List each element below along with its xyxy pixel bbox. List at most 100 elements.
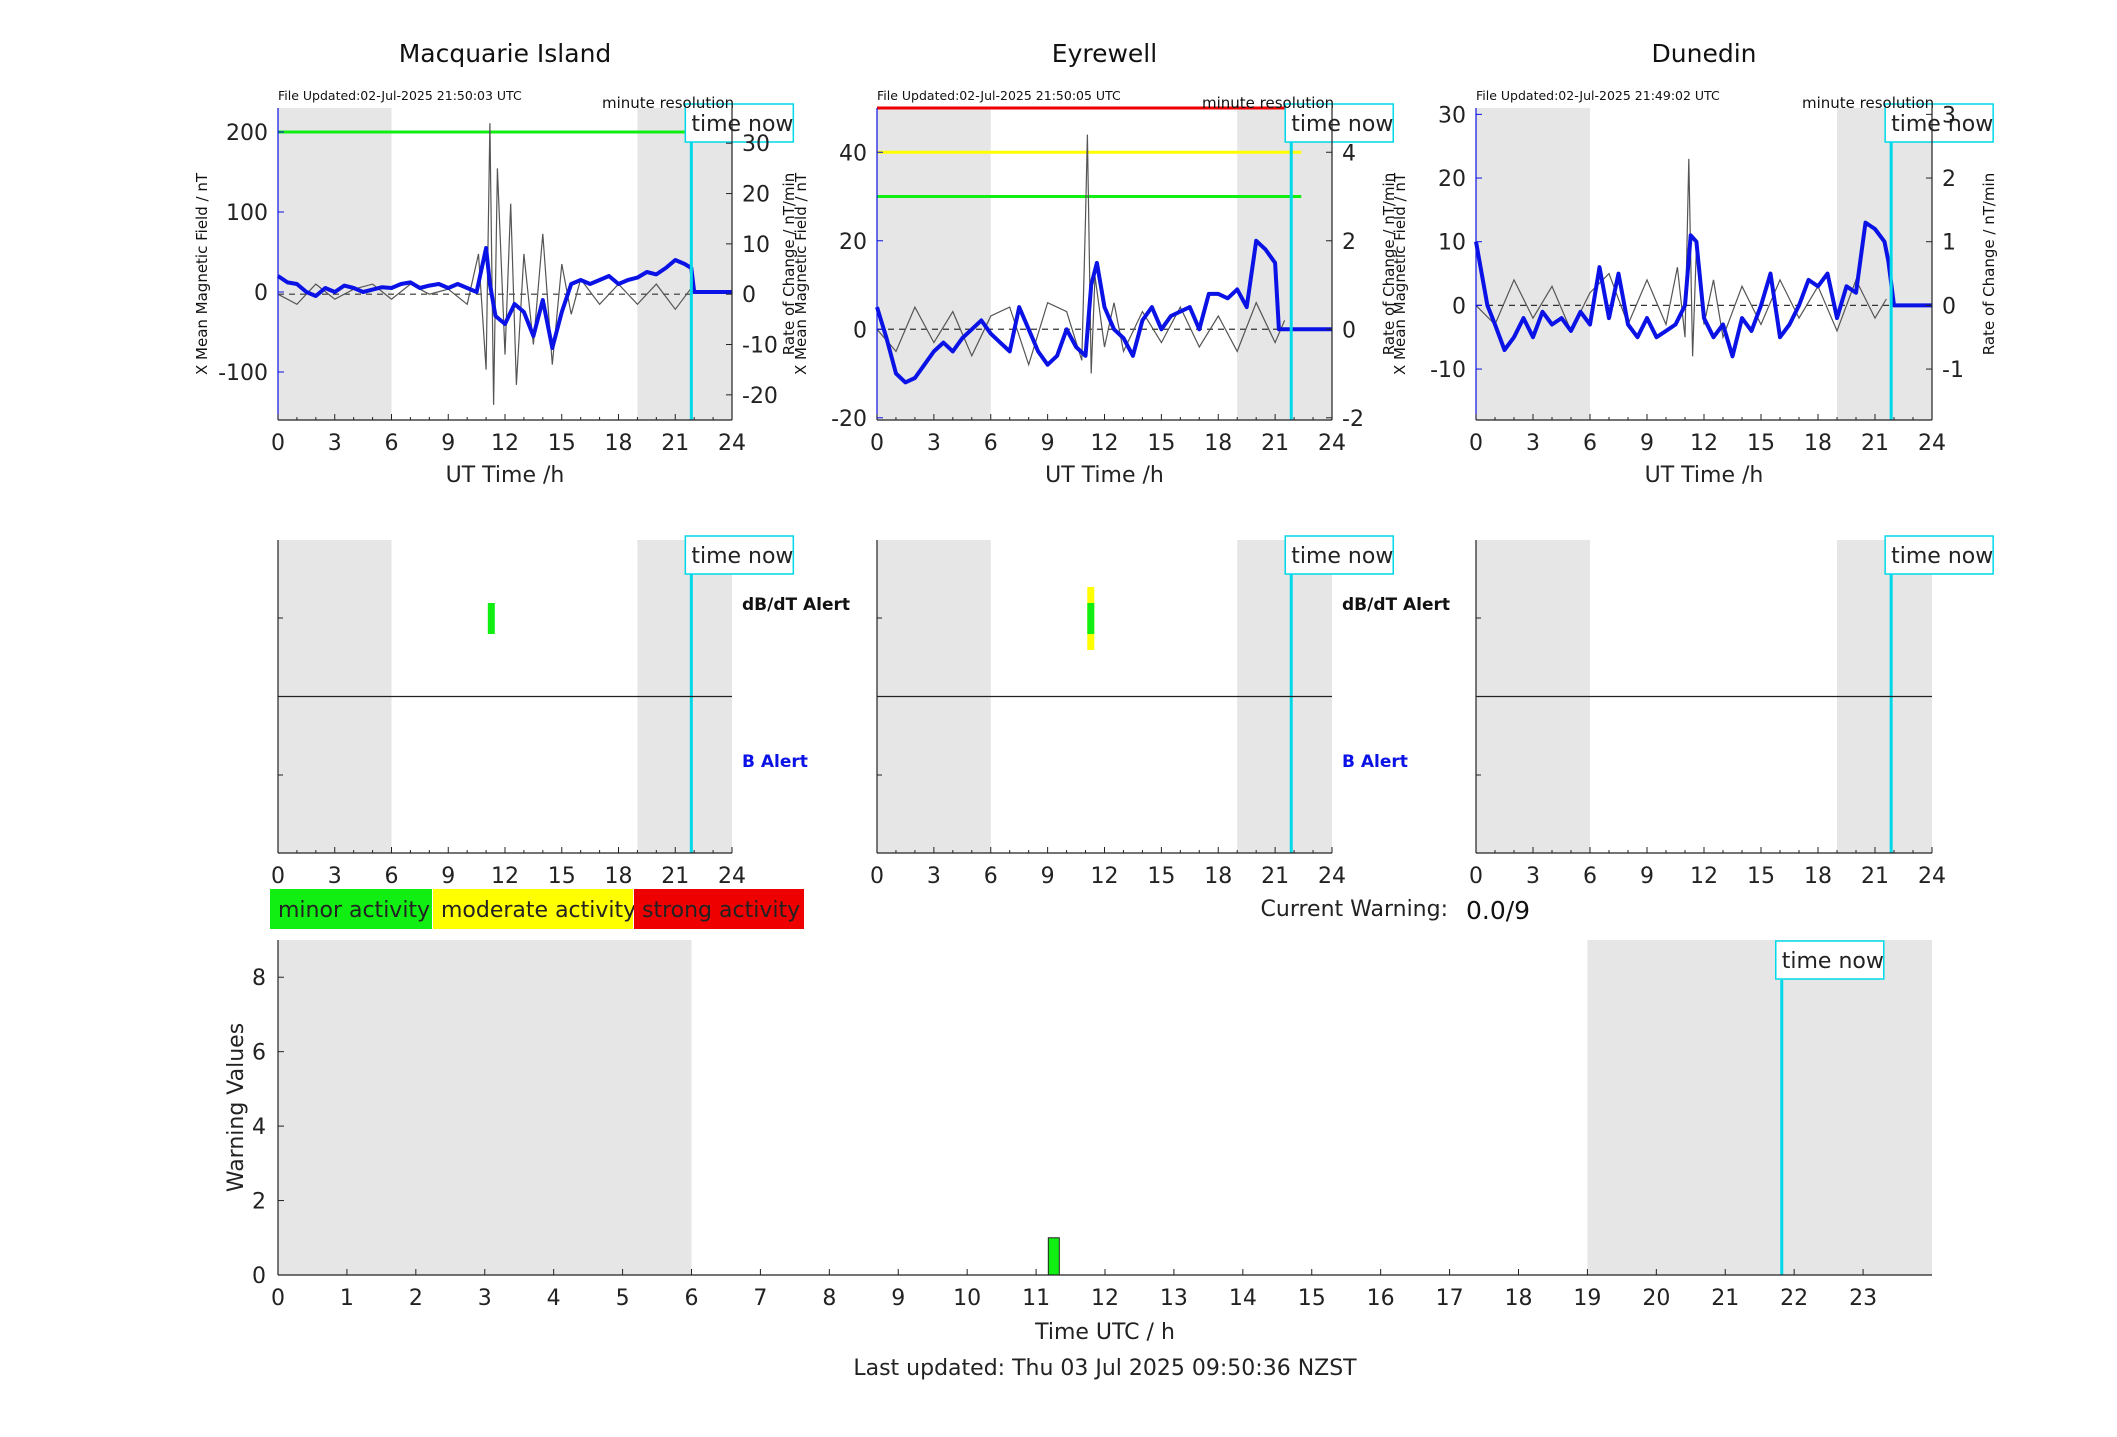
- night-band: [1476, 108, 1590, 420]
- time-now-label: time now: [1291, 544, 1393, 569]
- x-tick-label: 0: [271, 864, 285, 889]
- x-tick-label: 24: [1918, 864, 1946, 889]
- field-series: [1474, 220, 1932, 359]
- x-tick-label: 3: [927, 864, 941, 889]
- x-tick-label: 24: [1318, 431, 1346, 456]
- resolution-label: minute resolution: [1802, 94, 1934, 112]
- x-tick-label: 15: [548, 864, 576, 889]
- x-tick-label: 18: [1804, 864, 1832, 889]
- x-tick-label: 5: [616, 1286, 630, 1311]
- legend-swatch: [433, 889, 633, 929]
- x-tick-label: 9: [891, 1286, 905, 1311]
- y-tick-label-left: 0: [254, 281, 268, 306]
- y-tick-label-right: -20: [742, 384, 778, 409]
- y-tick-label-right: 2: [1942, 167, 1956, 192]
- x-tick-label: 3: [328, 864, 342, 889]
- x-tick-label: 12: [1091, 1286, 1119, 1311]
- y-tick-label-right: 0: [1342, 318, 1356, 343]
- y-tick-label-left: 10: [1438, 231, 1466, 256]
- x-tick-label: 12: [1690, 864, 1718, 889]
- field-series: [276, 246, 732, 350]
- y-tick-label-right: 2: [1342, 230, 1356, 255]
- x-tick-label: 18: [1204, 431, 1232, 456]
- time-now-box: [1884, 535, 1994, 575]
- y-tick-label-right: 10: [742, 233, 770, 258]
- y-tick-label: 4: [252, 1115, 266, 1140]
- rate-series: [277, 123, 691, 405]
- x-tick-label: 9: [441, 864, 455, 889]
- x-axis-label: UT Time /h: [446, 463, 565, 488]
- legend-swatch: [270, 889, 432, 929]
- x-tick-label: 14: [1229, 1286, 1257, 1311]
- x-tick-label: 18: [1204, 864, 1232, 889]
- y-axis-label-left: X Mean Magnetic Field / nT: [1391, 172, 1409, 375]
- y-tick-label-left: 0: [853, 318, 867, 343]
- x-tick-label: 8: [822, 1286, 836, 1311]
- y-tick-label-right: 3: [1942, 103, 1956, 128]
- warning-bar: [1047, 1237, 1060, 1276]
- x-tick-label: 3: [328, 431, 342, 456]
- x-tick-label: 6: [1583, 864, 1597, 889]
- x-tick-label: 6: [1583, 431, 1597, 456]
- x-axis-label: UT Time /h: [1045, 463, 1164, 488]
- x-tick-label: 4: [547, 1286, 561, 1311]
- panel-title: Eyrewell: [1052, 39, 1157, 68]
- x-tick-label: 12: [1091, 864, 1119, 889]
- dbdt-alert-bar: [487, 603, 495, 634]
- x-tick-label: 24: [718, 864, 746, 889]
- file-updated-label: File Updated:02-Jul-2025 21:50:03 UTC: [278, 88, 522, 103]
- x-tick-label: 6: [685, 1286, 699, 1311]
- x-tick-label: 17: [1436, 1286, 1464, 1311]
- legend-label: minor activity: [278, 898, 430, 923]
- x-tick-label: 18: [1804, 431, 1832, 456]
- time-now-label: time now: [691, 112, 793, 137]
- x-tick-label: 9: [1640, 431, 1654, 456]
- legend-swatch: [634, 889, 804, 929]
- x-tick-label: 6: [984, 431, 998, 456]
- x-tick-label: 19: [1573, 1286, 1601, 1311]
- x-tick-label: 6: [385, 864, 399, 889]
- y-tick-label-left: -10: [1430, 358, 1466, 383]
- time-now-label: time now: [1891, 112, 1993, 137]
- x-tick-label: 6: [385, 431, 399, 456]
- x-axis-label: Time UTC / h: [1034, 1320, 1175, 1345]
- x-tick-label: 0: [870, 864, 884, 889]
- y-axis-label-right: Rate of Change / nT/min: [780, 173, 798, 355]
- x-tick-label: 24: [718, 431, 746, 456]
- x-tick-label: 21: [1261, 864, 1289, 889]
- y-tick-label-left: -20: [831, 407, 867, 432]
- y-tick-label: 6: [252, 1041, 266, 1066]
- panel-title: Macquarie Island: [399, 39, 612, 68]
- x-tick-label: 15: [1747, 431, 1775, 456]
- y-tick-label: 0: [252, 1264, 266, 1289]
- x-tick-label: 21: [661, 864, 689, 889]
- y-tick-label-right: 30: [742, 132, 770, 157]
- time-now-box: [1775, 940, 1885, 980]
- x-tick-label: 18: [605, 864, 633, 889]
- x-tick-label: 21: [1261, 431, 1289, 456]
- x-tick-label: 22: [1780, 1286, 1808, 1311]
- y-tick-label-left: 20: [1438, 167, 1466, 192]
- x-tick-label: 24: [1918, 431, 1946, 456]
- y-tick-label-right: 1: [1942, 231, 1956, 256]
- y-tick-label-right: 20: [742, 183, 770, 208]
- x-tick-label: 21: [661, 431, 689, 456]
- night-band: [1587, 940, 1932, 1275]
- x-tick-label: 3: [478, 1286, 492, 1311]
- current-warning-value: 0.0/9: [1466, 896, 1530, 925]
- y-tick-label-left: 0: [1452, 294, 1466, 319]
- time-now-label: time now: [1891, 544, 1993, 569]
- x-tick-label: 15: [548, 431, 576, 456]
- x-tick-label: 16: [1367, 1286, 1395, 1311]
- x-tick-label: 9: [441, 431, 455, 456]
- legend-label: strong activity: [642, 898, 800, 923]
- x-tick-label: 1: [340, 1286, 354, 1311]
- x-tick-label: 7: [753, 1286, 767, 1311]
- x-tick-label: 24: [1318, 864, 1346, 889]
- file-updated-label: File Updated:02-Jul-2025 21:49:02 UTC: [1476, 88, 1720, 103]
- y-tick-label-left: 100: [226, 201, 268, 226]
- x-tick-label: 0: [1469, 864, 1483, 889]
- x-tick-label: 15: [1147, 864, 1175, 889]
- time-now-label: time now: [691, 544, 793, 569]
